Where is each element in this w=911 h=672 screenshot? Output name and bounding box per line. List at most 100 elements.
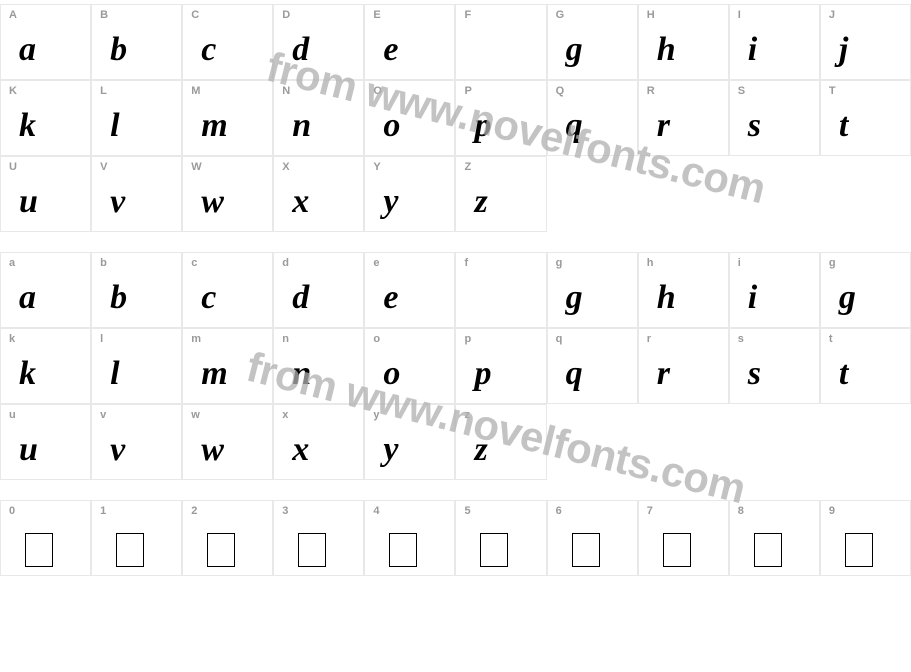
cell-glyph: c <box>201 281 215 315</box>
cell-glyph: j <box>839 33 847 67</box>
cell-glyph: o <box>383 357 399 391</box>
missing-glyph-box <box>480 533 508 567</box>
cell-label: N <box>282 85 290 97</box>
glyph-cell: Pp <box>455 80 546 156</box>
glyph-cell: oo <box>364 328 455 404</box>
cell-label: 2 <box>191 505 197 517</box>
cell-glyph: v <box>110 185 124 219</box>
cell-glyph: n <box>292 357 310 391</box>
cell-label: L <box>100 85 107 97</box>
cell-glyph: e <box>383 33 397 67</box>
cell-glyph: s <box>748 357 760 391</box>
cell-label: H <box>647 9 655 21</box>
glyph-cell <box>729 404 820 480</box>
cell-label: s <box>738 333 744 345</box>
cell-label: y <box>373 409 379 421</box>
cell-label: A <box>9 9 17 21</box>
cell-label: E <box>373 9 380 21</box>
cell-label: f <box>464 257 468 269</box>
cell-label: F <box>464 9 471 21</box>
glyph-cell: Uu <box>0 156 91 232</box>
cell-label: v <box>100 409 106 421</box>
glyph-cell <box>547 156 638 232</box>
cell-glyph: d <box>292 281 308 315</box>
glyph-cell <box>820 404 911 480</box>
glyph-cell: Mm <box>182 80 273 156</box>
cell-label: 9 <box>829 505 835 517</box>
cell-glyph: y <box>383 185 397 219</box>
cell-label: X <box>282 161 289 173</box>
glyph-cell: nn <box>273 328 364 404</box>
glyph-cell: 8 <box>729 500 820 576</box>
glyph-cell: Cc <box>182 4 273 80</box>
cell-glyph: m <box>201 357 226 391</box>
glyph-cell: 1 <box>91 500 182 576</box>
cell-label: m <box>191 333 201 345</box>
glyph-cell: dd <box>273 252 364 328</box>
glyph-cell: tt <box>820 328 911 404</box>
glyph-cell: Qq <box>547 80 638 156</box>
glyph-cell: Zz <box>455 156 546 232</box>
glyph-cell: Rr <box>638 80 729 156</box>
glyph-cell <box>547 404 638 480</box>
glyph-cell: uu <box>0 404 91 480</box>
missing-glyph-box <box>116 533 144 567</box>
cell-label: c <box>191 257 197 269</box>
cell-label: z <box>464 409 470 421</box>
glyph-cell: Ii <box>729 4 820 80</box>
cell-glyph: m <box>201 109 226 143</box>
cell-glyph: h <box>657 33 675 67</box>
glyph-cell: Bb <box>91 4 182 80</box>
glyph-cell: Ee <box>364 4 455 80</box>
glyph-cell: F <box>455 4 546 80</box>
glyph-cell: Jj <box>820 4 911 80</box>
cell-label: q <box>556 333 563 345</box>
cell-label: B <box>100 9 108 21</box>
cell-label: C <box>191 9 199 21</box>
cell-label: t <box>829 333 833 345</box>
glyph-cell: aa <box>0 252 91 328</box>
cell-label: w <box>191 409 200 421</box>
glyph-cell: ss <box>729 328 820 404</box>
cell-glyph: l <box>110 357 118 391</box>
cell-glyph: i <box>748 281 756 315</box>
cell-label: 3 <box>282 505 288 517</box>
cell-glyph: l <box>110 109 118 143</box>
glyph-cell: 7 <box>638 500 729 576</box>
cell-glyph: n <box>292 109 310 143</box>
cell-label: 7 <box>647 505 653 517</box>
cell-label: S <box>738 85 745 97</box>
glyph-cell: rr <box>638 328 729 404</box>
glyph-cell: Hh <box>638 4 729 80</box>
cell-label: g <box>829 257 836 269</box>
glyph-cell: ll <box>91 328 182 404</box>
glyph-cell: xx <box>273 404 364 480</box>
glyph-cell: bb <box>91 252 182 328</box>
glyph-cell: Aa <box>0 4 91 80</box>
cell-glyph: a <box>19 33 35 67</box>
glyph-cell: Xx <box>273 156 364 232</box>
missing-glyph-box <box>207 533 235 567</box>
cell-label: K <box>9 85 17 97</box>
lowercase-grid: aabbccddeefgghhiiggkkllmmnnooppqqrrssttu… <box>0 252 911 480</box>
cell-label: x <box>282 409 288 421</box>
glyph-cell: Tt <box>820 80 911 156</box>
cell-glyph: z <box>474 433 486 467</box>
cell-label: e <box>373 257 379 269</box>
glyph-cell: gg <box>820 252 911 328</box>
cell-glyph: q <box>566 109 582 143</box>
glyph-cell: Vv <box>91 156 182 232</box>
cell-label: h <box>647 257 654 269</box>
missing-glyph-box <box>298 533 326 567</box>
cell-label: D <box>282 9 290 21</box>
glyph-cell: mm <box>182 328 273 404</box>
cell-label: g <box>556 257 563 269</box>
cell-glyph: w <box>201 185 223 219</box>
cell-glyph: r <box>657 109 669 143</box>
cell-label: J <box>829 9 835 21</box>
glyph-cell <box>638 404 729 480</box>
cell-glyph: p <box>474 109 490 143</box>
glyph-cell <box>638 156 729 232</box>
cell-glyph: c <box>201 33 215 67</box>
cell-glyph: w <box>201 433 223 467</box>
